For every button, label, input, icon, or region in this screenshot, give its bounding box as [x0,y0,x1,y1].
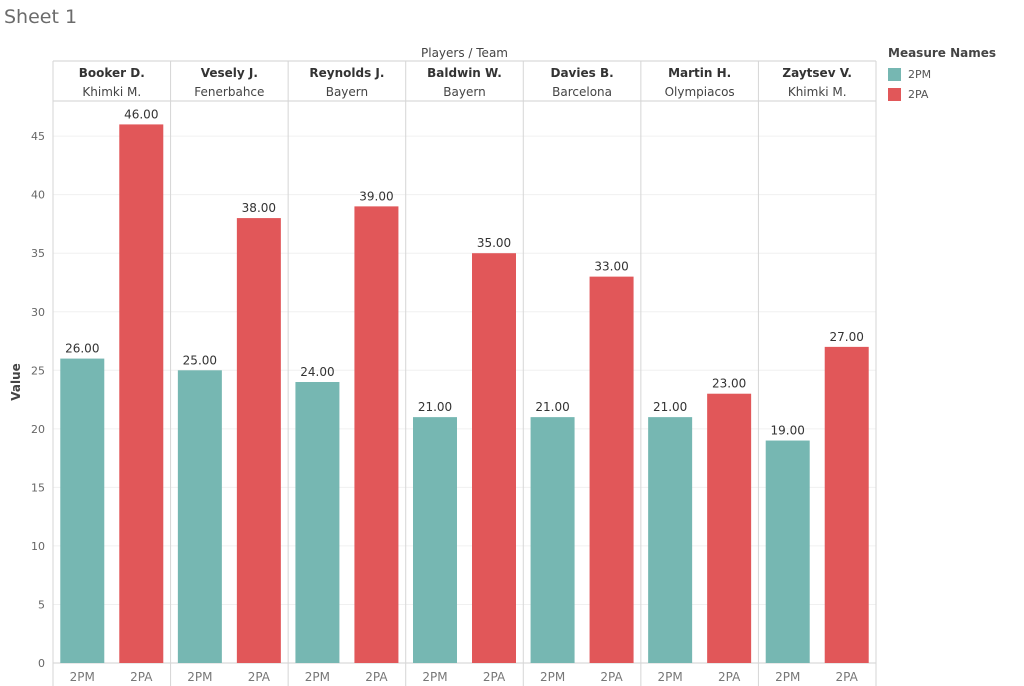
header-label: Players / Team [421,46,508,60]
y-tick-label: 0 [38,657,45,670]
data-label: 19.00 [771,424,805,438]
x-tick-label: 2PA [130,670,153,684]
player-name: Davies B. [550,66,613,80]
team-name: Khimki M. [788,85,847,99]
data-label: 21.00 [418,400,452,414]
x-tick-label: 2PA [248,670,271,684]
sheet-title: Sheet 1 [4,6,78,28]
player-name: Baldwin W. [427,66,502,80]
team-name: Barcelona [552,85,612,99]
data-label: 21.00 [535,400,569,414]
x-tick-label: 2PM [187,670,212,684]
bar-2pa [236,218,281,664]
data-label: 26.00 [65,342,99,356]
x-tick-label: 2PM [775,670,800,684]
y-axis-label: Value [9,363,23,401]
bar-2pa [824,346,869,663]
legend-swatch-2pa [888,87,901,101]
y-tick-label: 5 [38,598,45,611]
player-name: Martin H. [668,66,731,80]
bar-2pa [589,276,634,663]
x-tick-label: 2PA [718,670,741,684]
y-tick-label: 15 [31,481,45,494]
legend-swatch-2pm [888,67,901,81]
team-name: Olympiacos [665,85,735,99]
legend-item-2pa[interactable]: 2PA [888,84,996,104]
y-tick-label: 10 [31,540,45,553]
x-tick-label: 2PA [483,670,506,684]
y-tick-label: 45 [31,130,45,143]
legend-item-2pm[interactable]: 2PM [888,64,996,84]
team-name: Khimki M. [82,85,141,99]
bar-2pm [765,440,810,663]
bar-2pm [295,382,340,663]
y-tick-label: 20 [31,423,45,436]
data-label: 25.00 [183,353,217,367]
legend: Measure Names 2PM 2PA [888,46,996,104]
bar-2pa [354,206,399,663]
y-tick-label: 35 [31,247,45,260]
x-tick-label: 2PA [600,670,623,684]
data-label: 27.00 [830,330,864,344]
x-tick-label: 2PA [365,670,388,684]
legend-title: Measure Names [888,46,997,60]
x-tick-label: 2PM [305,670,330,684]
bar-2pm [60,358,105,663]
y-tick-label: 30 [31,306,45,319]
data-label: 24.00 [300,365,334,379]
x-tick-label: 2PM [70,670,95,684]
player-name: Reynolds J. [309,66,384,80]
y-tick-label: 25 [31,364,45,377]
data-label: 39.00 [359,189,393,203]
bar-2pm [177,370,222,663]
data-label: 46.00 [124,107,158,121]
team-name: Fenerbahce [194,85,264,99]
legend-label-2pm: 2PM [908,67,932,81]
data-label: 35.00 [477,236,511,250]
team-name: Bayern [443,85,485,99]
bar-2pm [413,417,457,663]
bar-2pm [530,417,575,663]
bar-2pa [707,393,752,663]
data-label: 23.00 [712,377,746,391]
x-tick-label: 2PM [658,670,683,684]
data-label: 38.00 [242,201,276,215]
player-name: Vesely J. [201,66,258,80]
player-name: Zaytsev V. [782,66,852,80]
data-label: 21.00 [653,400,687,414]
player-name: Booker D. [79,66,145,80]
team-name: Bayern [326,85,368,99]
bar-2pm [648,417,693,663]
bar-chart: Players / Team 0 5 10 15 20 25 30 35 40 45 Value Boo… [9,46,877,686]
bar-2pa [472,253,516,664]
x-tick-label: 2PA [836,670,859,684]
bar-2pa [119,124,164,663]
x-tick-label: 2PM [540,670,565,684]
y-tick-label: 40 [31,189,45,202]
legend-label-2pa: 2PA [908,87,929,101]
x-tick-label: 2PM [422,670,447,684]
data-label: 33.00 [594,260,628,274]
